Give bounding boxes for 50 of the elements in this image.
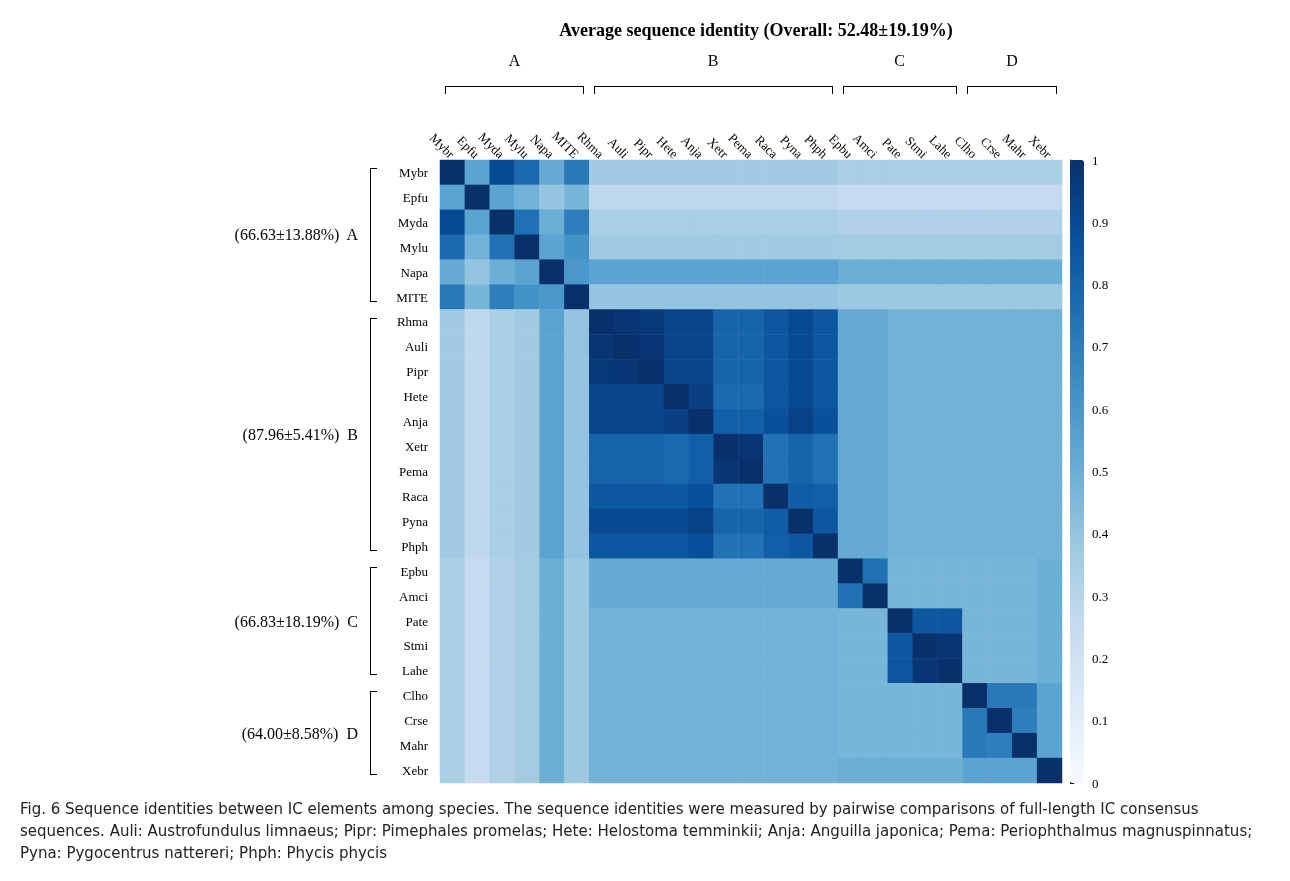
x-tick-label: Clho	[951, 132, 981, 162]
color-bar-label: 0.6	[1092, 401, 1109, 417]
y-tick-label: Pipr	[406, 364, 429, 380]
y-tick-label: Rhma	[396, 314, 429, 330]
x-tick-label: Auli	[604, 134, 633, 162]
text: B	[707, 51, 719, 69]
y-tick-label: Pema	[399, 464, 429, 479]
text: D	[1006, 51, 1018, 69]
color-bar-label: 0.9	[1092, 214, 1109, 230]
y-tick-label: Auli	[404, 339, 429, 355]
chart-title: Average sequence identity (Overall: 52.48±19.19%)	[559, 20, 953, 41]
y-tick-label: MITE	[396, 289, 429, 305]
y-tick-label: Pate	[405, 613, 429, 629]
y-tick-label: Lahe	[402, 663, 429, 679]
caption: Fig. 6 Sequence identities between IC elements among species. The sequence identities were measured by pairwise comparisons of full-length IC consensus sequences. Auli: Austrofundulus limnaeus; Pipr: Pimephales promelas; Hete: Helostoma temminkii; Anja: Anguilla japonica; Pema: Periophthalmus magnuspinnatus; Pyna: Pygocentrus nattereri; Phph: Phycis phycis	[20, 800, 1258, 862]
y-tick-label: Xebr	[402, 763, 429, 779]
text: A	[508, 51, 521, 69]
text: (66.83±18.19%) C	[234, 612, 358, 631]
color-bar-label: 0.2	[1092, 650, 1109, 666]
color-bar-label: 0	[1092, 775, 1099, 791]
y-tick-label: Epfu	[402, 189, 429, 205]
y-tick-label: Myda	[397, 214, 429, 230]
y-tick-label: Pyna	[402, 513, 429, 529]
y-tick-label: Xetr	[404, 439, 429, 455]
color-bar-label: 0.5	[1092, 464, 1109, 479]
y-tick-label: Stmi	[403, 638, 429, 654]
y-tick-label: Mylu	[399, 239, 429, 255]
y-tick-label: Mahr	[399, 738, 429, 754]
y-tick-label: Mybr	[399, 164, 429, 180]
x-tick-label: Pate	[879, 134, 906, 162]
color-bar-label: 0.7	[1092, 339, 1109, 355]
color-bar-label: 0.1	[1092, 713, 1109, 729]
y-tick-label: Raca	[402, 488, 429, 504]
y-tick-label: Amci	[399, 588, 429, 604]
y-tick-label: Phph	[401, 538, 429, 554]
y-tick-label: Crse	[404, 713, 429, 729]
y-tick-label: Epbu	[400, 563, 429, 579]
color-bar-label: 0.3	[1092, 588, 1109, 604]
y-tick-label: Anja	[402, 414, 429, 430]
text: C	[894, 51, 905, 69]
text: (64.00±8.58%) D	[241, 724, 358, 743]
text: (87.96±5.41%) B	[242, 425, 358, 444]
color-bar-label: 1	[1092, 152, 1099, 168]
y-tick-label: Hete	[403, 389, 429, 405]
y-tick-label: Napa	[400, 264, 429, 280]
x-tick-label: Anja	[678, 132, 707, 162]
color-bar-label: 0.4	[1092, 526, 1109, 542]
text: (66.63±13.88%) A	[234, 226, 359, 245]
color-bar-label: 0.8	[1092, 277, 1109, 293]
y-tick-label: Clho	[402, 688, 428, 704]
